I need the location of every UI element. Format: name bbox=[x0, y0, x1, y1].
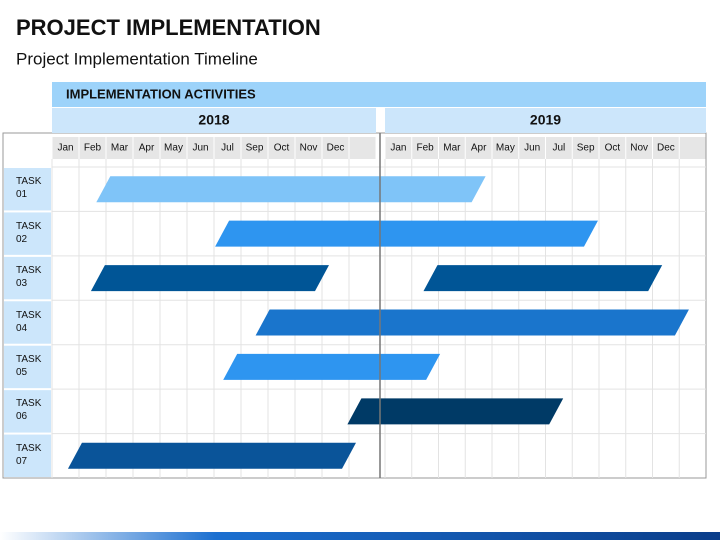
month-cell bbox=[187, 137, 214, 159]
task-cell bbox=[4, 390, 51, 433]
month-label: Nov bbox=[300, 143, 318, 154]
task-label-box: TASK 03 bbox=[16, 265, 42, 290]
task-label-box: TASK 04 bbox=[16, 309, 42, 334]
month-cell bbox=[349, 137, 376, 159]
task-label: TASK 07 bbox=[16, 442, 42, 467]
year-label: 2018 bbox=[198, 112, 229, 128]
month-cell bbox=[465, 137, 492, 159]
header-bar bbox=[52, 82, 706, 107]
month-label: Apr bbox=[139, 143, 155, 154]
task-label-box: TASK 01 bbox=[16, 176, 42, 201]
month-cell bbox=[546, 137, 572, 159]
month-cell bbox=[572, 137, 599, 159]
task-bar bbox=[223, 353, 441, 380]
month-cell bbox=[626, 137, 652, 159]
task-bar bbox=[96, 176, 486, 203]
month-label: Mar bbox=[111, 143, 129, 154]
task-bar bbox=[90, 265, 330, 292]
month-label: Sep bbox=[246, 143, 264, 154]
year-header bbox=[52, 108, 376, 133]
task-cell bbox=[4, 434, 51, 477]
year-label: 2019 bbox=[530, 112, 561, 128]
month-label: Dec bbox=[327, 143, 345, 154]
task-label: TASK 02 bbox=[16, 220, 42, 245]
month-cell bbox=[679, 137, 706, 159]
task-label-box: TASK 05 bbox=[16, 353, 42, 378]
header-text: IMPLEMENTATION ACTIVITIES bbox=[66, 86, 256, 101]
month-label: Jan bbox=[390, 143, 406, 154]
month-label: Mar bbox=[443, 143, 461, 154]
month-label: Jun bbox=[192, 143, 208, 154]
month-cell bbox=[412, 137, 438, 159]
month-cell bbox=[653, 137, 679, 159]
task-bar bbox=[67, 442, 356, 469]
month-cell bbox=[295, 137, 322, 159]
task-bar bbox=[215, 220, 598, 247]
task-label: TASK 04 bbox=[16, 309, 42, 334]
month-cell bbox=[241, 137, 268, 159]
month-cell bbox=[492, 137, 519, 159]
subtitle: Project Implementation Timeline bbox=[16, 49, 258, 68]
task-bar bbox=[423, 265, 663, 292]
month-cell bbox=[385, 137, 412, 159]
month-label: Apr bbox=[471, 143, 487, 154]
month-cell bbox=[52, 137, 79, 159]
month-cell bbox=[268, 137, 295, 159]
task-label: TASK 03 bbox=[16, 265, 42, 290]
task-cell bbox=[4, 256, 51, 300]
month-label: Oct bbox=[274, 143, 290, 154]
task-cell bbox=[4, 345, 51, 389]
month-label: Oct bbox=[605, 143, 621, 154]
month-label: Jan bbox=[57, 143, 73, 154]
task-bar bbox=[255, 309, 689, 336]
task-cell bbox=[4, 168, 51, 211]
bottom-stripe bbox=[0, 532, 720, 540]
task-label: TASK 06 bbox=[16, 398, 42, 423]
month-label: Jul bbox=[552, 143, 565, 154]
year-header bbox=[385, 108, 706, 133]
task-bar bbox=[347, 398, 564, 425]
task-label-box: TASK 07 bbox=[16, 442, 42, 467]
month-label: May bbox=[164, 143, 183, 154]
month-cell bbox=[160, 137, 187, 159]
month-label: Feb bbox=[417, 143, 435, 154]
month-label: Jul bbox=[221, 143, 234, 154]
month-cell bbox=[599, 137, 626, 159]
month-cell bbox=[133, 137, 160, 159]
month-label: May bbox=[496, 143, 515, 154]
month-cell bbox=[79, 137, 106, 159]
month-cell bbox=[322, 137, 349, 159]
title: PROJECT IMPLEMENTATION bbox=[16, 15, 321, 40]
month-label: Dec bbox=[657, 143, 675, 154]
task-cell bbox=[4, 301, 51, 344]
task-label: TASK 01 bbox=[16, 176, 42, 201]
task-label: TASK 05 bbox=[16, 353, 42, 378]
month-cell bbox=[106, 137, 133, 159]
month-cell bbox=[214, 137, 241, 159]
task-cell bbox=[4, 212, 51, 255]
month-label: Nov bbox=[630, 143, 648, 154]
month-cell bbox=[519, 137, 545, 159]
task-label-box: TASK 02 bbox=[16, 220, 42, 245]
month-label: Feb bbox=[84, 143, 102, 154]
month-label: Jun bbox=[524, 143, 540, 154]
month-cell bbox=[439, 137, 465, 159]
task-label-box: TASK 06 bbox=[16, 398, 42, 423]
month-label: Sep bbox=[577, 143, 595, 154]
